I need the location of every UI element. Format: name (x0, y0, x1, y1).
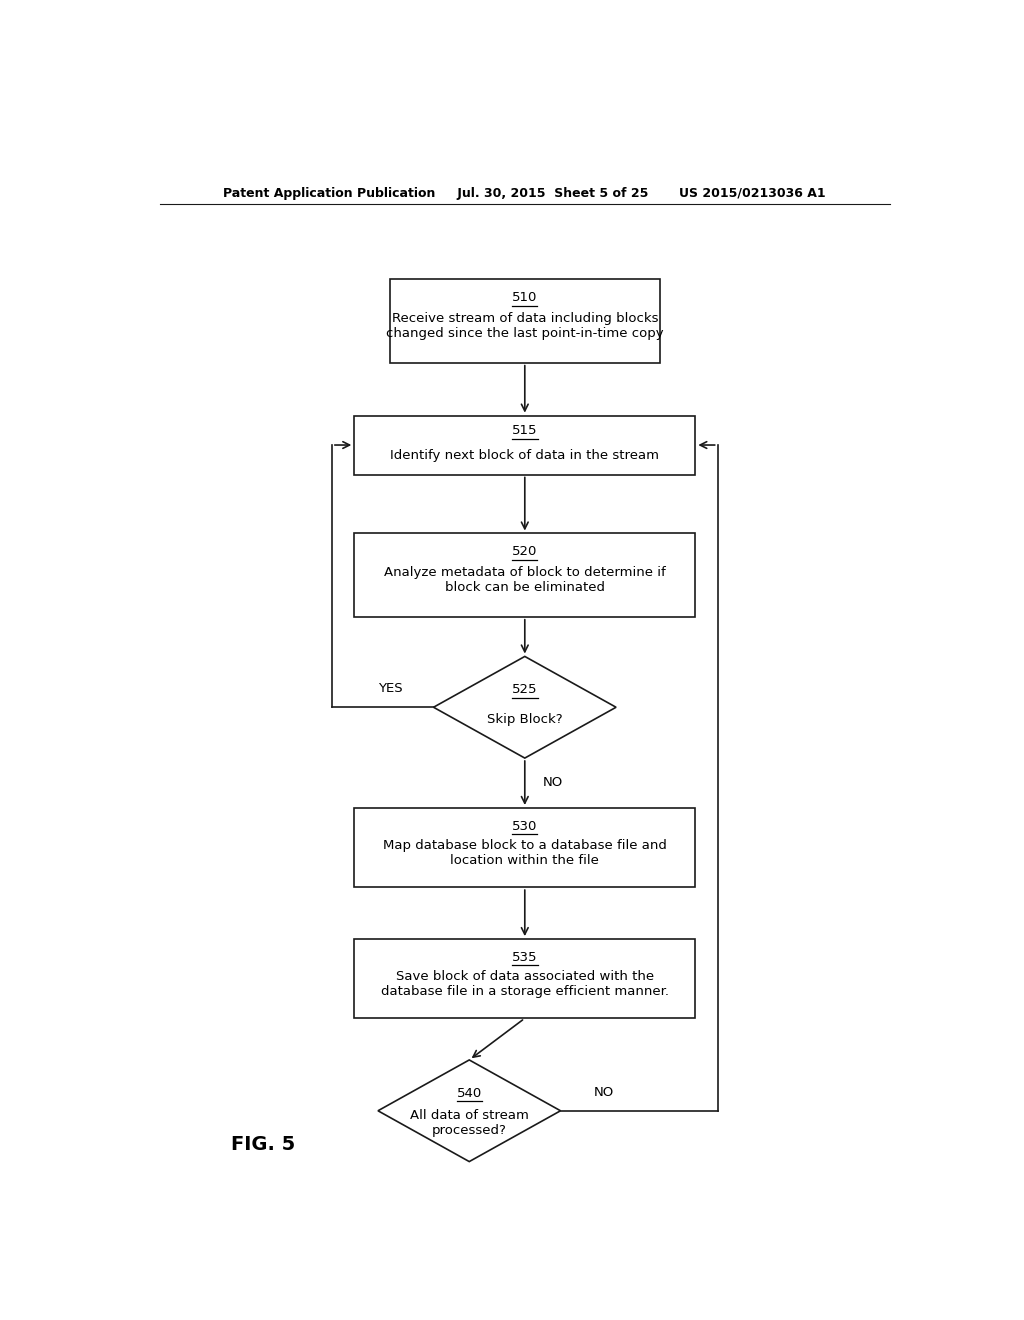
Text: 530: 530 (512, 820, 538, 833)
Text: 525: 525 (512, 684, 538, 697)
Text: 515: 515 (512, 424, 538, 437)
Text: NO: NO (543, 776, 562, 789)
Text: Map database block to a database file and
location within the file: Map database block to a database file an… (383, 838, 667, 867)
Text: FIG. 5: FIG. 5 (230, 1135, 295, 1154)
Text: Analyze metadata of block to determine if
block can be eliminated: Analyze metadata of block to determine i… (384, 566, 666, 594)
Text: 535: 535 (512, 950, 538, 964)
FancyBboxPatch shape (354, 416, 695, 474)
Polygon shape (433, 656, 616, 758)
Text: All data of stream
processed?: All data of stream processed? (410, 1109, 528, 1137)
Text: YES: YES (378, 682, 402, 696)
Text: Receive stream of data including blocks
changed since the last point-in-time cop: Receive stream of data including blocks … (386, 312, 664, 341)
Text: 510: 510 (512, 292, 538, 304)
Text: Save block of data associated with the
database file in a storage efficient mann: Save block of data associated with the d… (381, 970, 669, 998)
FancyBboxPatch shape (354, 533, 695, 616)
FancyBboxPatch shape (354, 939, 695, 1018)
Text: NO: NO (594, 1086, 614, 1100)
FancyBboxPatch shape (390, 280, 659, 363)
Polygon shape (378, 1060, 560, 1162)
FancyBboxPatch shape (354, 808, 695, 887)
Text: 540: 540 (457, 1086, 482, 1100)
Text: Patent Application Publication     Jul. 30, 2015  Sheet 5 of 25       US 2015/02: Patent Application Publication Jul. 30, … (223, 187, 826, 201)
Text: Skip Block?: Skip Block? (487, 713, 562, 726)
Text: 520: 520 (512, 545, 538, 558)
Text: Identify next block of data in the stream: Identify next block of data in the strea… (390, 449, 659, 462)
